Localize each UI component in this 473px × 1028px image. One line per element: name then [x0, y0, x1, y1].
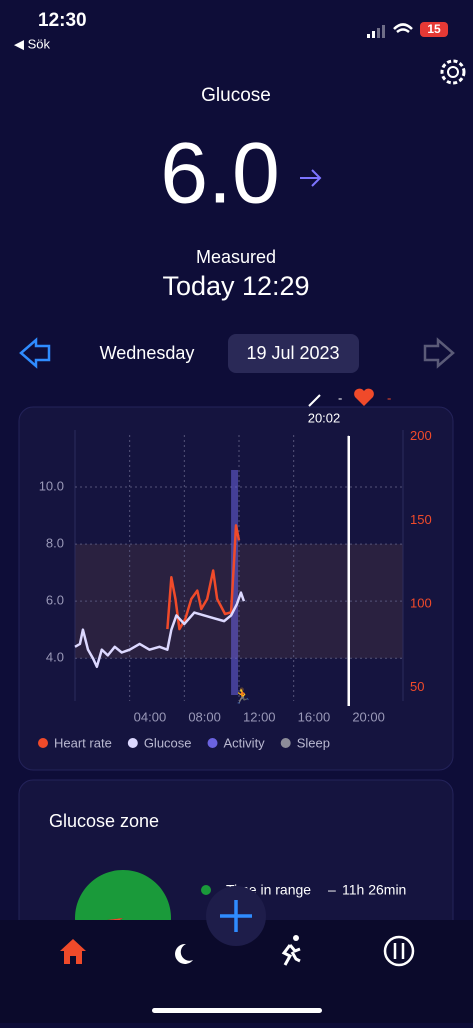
y2-tick-label: 150	[410, 512, 432, 527]
legend-label: Sleep	[297, 735, 330, 750]
series-line	[74, 591, 246, 669]
heart-icon	[354, 388, 374, 406]
date-pill[interactable]	[228, 334, 359, 373]
tab-activity-head	[293, 935, 299, 941]
pencil-icon	[308, 394, 321, 407]
wifi	[393, 23, 413, 34]
measured-label: Measured	[196, 247, 276, 267]
home-indicator	[152, 1008, 322, 1013]
tab-home[interactable]	[60, 939, 86, 964]
next-day[interactable]	[423, 337, 455, 369]
y2-tick-label: 100	[410, 595, 432, 610]
y-tick-label: 10.0	[39, 478, 64, 493]
zone-title: Glucose zone	[49, 811, 159, 831]
battery	[420, 22, 448, 37]
back-link[interactable]: ◀ Sök	[14, 36, 51, 51]
legend-label: Heart rate	[54, 735, 112, 750]
legend-label: Activity	[224, 735, 266, 750]
prev-day[interactable]	[19, 337, 51, 369]
trend-arrow	[300, 169, 322, 187]
measured-time: Today 12:29	[162, 271, 309, 301]
y-tick-label: 6.0	[46, 593, 64, 608]
clock: 12:30	[38, 10, 87, 31]
y2-tick-label: 200	[410, 428, 432, 443]
zone-legend-value: 11h 26min	[342, 882, 406, 898]
x-tick-label: 04:00	[134, 709, 167, 724]
battery-level: 15	[427, 22, 441, 36]
zone-legend-dot	[201, 885, 211, 895]
cursor-time: 20:02	[308, 410, 341, 425]
cursor-dash: -	[338, 390, 342, 405]
tab-food[interactable]	[383, 935, 415, 967]
x-tick-label: 12:00	[243, 709, 276, 724]
legend-dot	[38, 738, 48, 748]
x-tick-label: 08:00	[188, 709, 221, 724]
series-line	[166, 524, 241, 631]
add-icon	[220, 900, 252, 932]
x-tick-label: 16:00	[298, 709, 331, 724]
legend-dot	[127, 738, 138, 748]
title: Glucose	[201, 85, 271, 106]
y2-tick-label: 50	[410, 679, 424, 694]
x-tick-label: 20:00	[352, 709, 385, 724]
zone-legend-dash: –	[328, 882, 336, 898]
legend-dot	[207, 738, 218, 748]
signal	[367, 25, 385, 38]
weekday: Wednesday	[100, 343, 195, 363]
tab-activity[interactable]	[281, 944, 301, 966]
chart: 04:00 08:00 12:00 16:00 20:00 4.0 6.0 8.0 10.0 50…	[38, 428, 432, 750]
activity-icon: 🏃	[233, 687, 252, 705]
glucose-value: 6.0	[160, 126, 280, 222]
y-tick-label: 4.0	[46, 650, 64, 665]
legend-dot	[280, 738, 291, 748]
heart-dash: -	[387, 390, 391, 405]
y-tick-label: 8.0	[46, 536, 64, 551]
tab-sleep[interactable]	[175, 943, 193, 964]
date: 19 Jul 2023	[246, 343, 339, 363]
activity-band	[231, 470, 239, 695]
legend-label: Glucose	[144, 735, 192, 750]
settings[interactable]	[440, 59, 466, 85]
